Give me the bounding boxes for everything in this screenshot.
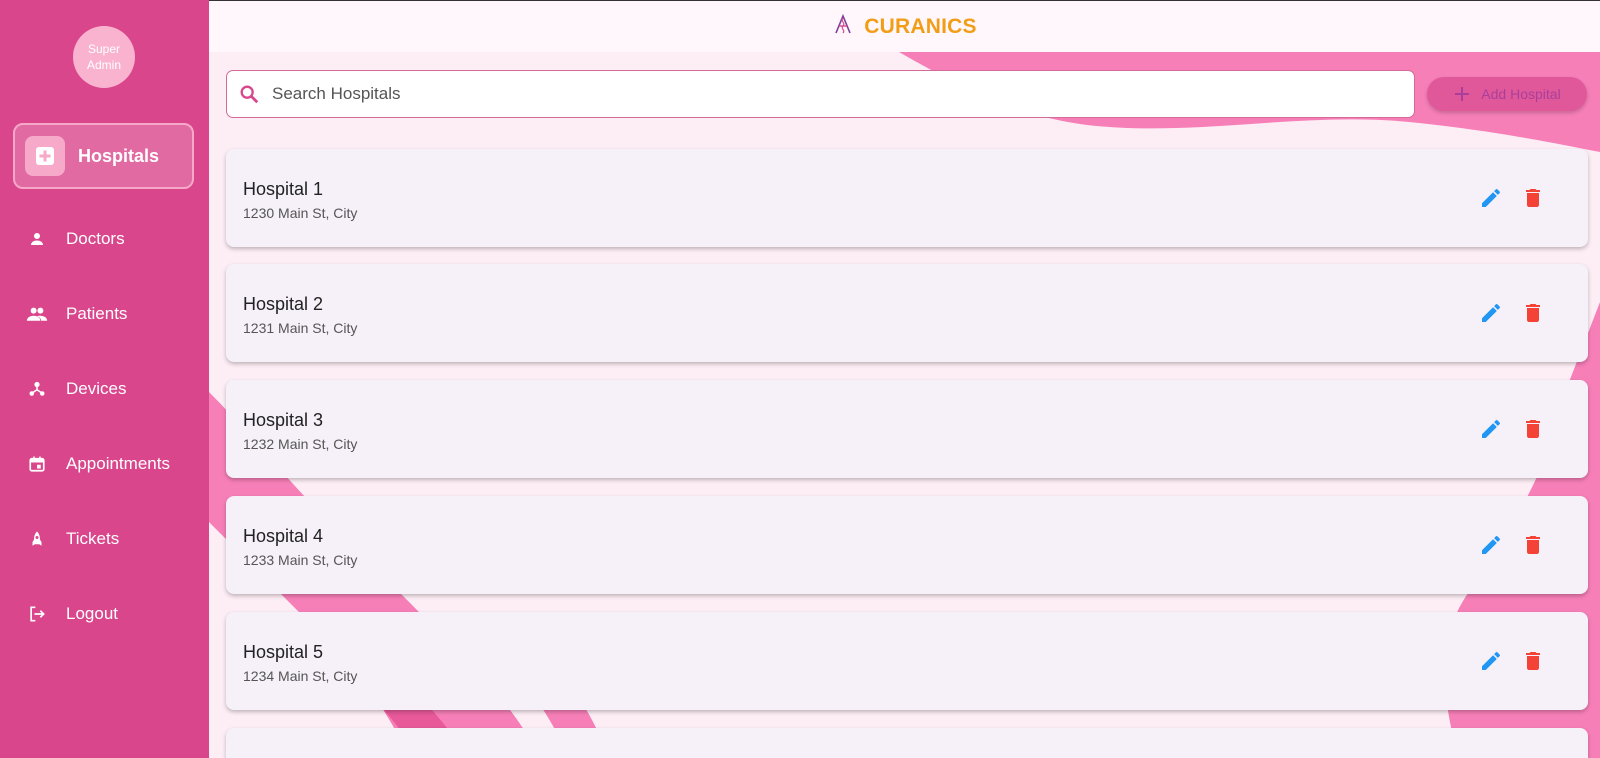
edit-icon[interactable] bbox=[1479, 533, 1503, 557]
sidebar-item-label: Doctors bbox=[66, 229, 125, 249]
brand-name: CURANICS bbox=[864, 15, 976, 39]
person-icon bbox=[26, 228, 48, 250]
people-icon bbox=[26, 303, 48, 325]
hospital-name: Hospital 1 bbox=[243, 179, 323, 200]
sidebar-item-label: Logout bbox=[66, 604, 118, 624]
delete-icon[interactable] bbox=[1521, 186, 1545, 210]
delete-icon[interactable] bbox=[1521, 533, 1545, 557]
hospital-card[interactable]: Hospital 2 1231 Main St, City bbox=[226, 264, 1588, 362]
caduceus-a-logo bbox=[832, 13, 854, 40]
hospital-card[interactable]: Hospital 5 1234 Main St, City bbox=[226, 612, 1588, 710]
hospital-card[interactable]: Hospital 4 1233 Main St, City bbox=[226, 496, 1588, 594]
sidebar-item-doctors[interactable]: Doctors bbox=[26, 224, 125, 254]
add-hospital-button[interactable]: Add Hospital bbox=[1427, 77, 1587, 111]
edit-icon[interactable] bbox=[1479, 417, 1503, 441]
hospital-address: 1234 Main St, City bbox=[243, 668, 357, 684]
hospital-address: 1232 Main St, City bbox=[243, 436, 357, 452]
edit-icon[interactable] bbox=[1479, 649, 1503, 673]
hospital-name: Hospital 3 bbox=[243, 410, 323, 431]
avatar-line-1: Super bbox=[88, 41, 120, 57]
sidebar-item-tickets[interactable]: Tickets bbox=[26, 524, 119, 554]
sidebar-item-patients[interactable]: Patients bbox=[26, 299, 127, 329]
top-header: CURANICS bbox=[209, 0, 1600, 52]
logout-icon bbox=[26, 603, 48, 625]
brand: CURANICS bbox=[832, 13, 976, 40]
hospital-address: 1233 Main St, City bbox=[243, 552, 357, 568]
sidebar-item-label: Patients bbox=[66, 304, 127, 324]
device-hub-icon bbox=[26, 378, 48, 400]
sidebar-item-label: Hospitals bbox=[78, 146, 159, 167]
add-hospital-label: Add Hospital bbox=[1481, 86, 1560, 102]
search-bar[interactable] bbox=[226, 70, 1415, 118]
hospital-card[interactable]: Hospital 1 1230 Main St, City bbox=[226, 149, 1588, 247]
hospital-name: Hospital 4 bbox=[243, 526, 323, 547]
main-content: Add Hospital Hospital 1 1230 Main St, Ci… bbox=[209, 52, 1600, 758]
calendar-icon bbox=[26, 453, 48, 475]
sidebar: Super Admin Hospitals Doctors Patients D… bbox=[0, 0, 209, 758]
plus-icon bbox=[1453, 85, 1471, 103]
sidebar-item-appointments[interactable]: Appointments bbox=[26, 449, 170, 479]
search-input[interactable] bbox=[270, 83, 1374, 105]
sidebar-item-label: Devices bbox=[66, 379, 126, 399]
hospital-name: Hospital 2 bbox=[243, 294, 323, 315]
avatar-line-2: Admin bbox=[87, 57, 121, 73]
sidebar-item-label: Appointments bbox=[66, 454, 170, 474]
hospital-card[interactable]: Hospital 3 1232 Main St, City bbox=[226, 380, 1588, 478]
edit-icon[interactable] bbox=[1479, 186, 1503, 210]
sidebar-item-logout[interactable]: Logout bbox=[26, 599, 118, 629]
hospital-plus-icon bbox=[25, 136, 65, 176]
hospital-card-partial[interactable] bbox=[226, 728, 1588, 758]
rocket-icon bbox=[26, 528, 48, 550]
sidebar-item-label: Tickets bbox=[66, 529, 119, 549]
edit-icon[interactable] bbox=[1479, 301, 1503, 325]
sidebar-item-hospitals[interactable]: Hospitals bbox=[13, 123, 194, 189]
hospital-address: 1230 Main St, City bbox=[243, 205, 357, 221]
search-icon bbox=[238, 83, 260, 105]
delete-icon[interactable] bbox=[1521, 417, 1545, 441]
hospital-name: Hospital 5 bbox=[243, 642, 323, 663]
delete-icon[interactable] bbox=[1521, 649, 1545, 673]
delete-icon[interactable] bbox=[1521, 301, 1545, 325]
avatar[interactable]: Super Admin bbox=[73, 26, 135, 88]
hospital-address: 1231 Main St, City bbox=[243, 320, 357, 336]
sidebar-item-devices[interactable]: Devices bbox=[26, 374, 126, 404]
